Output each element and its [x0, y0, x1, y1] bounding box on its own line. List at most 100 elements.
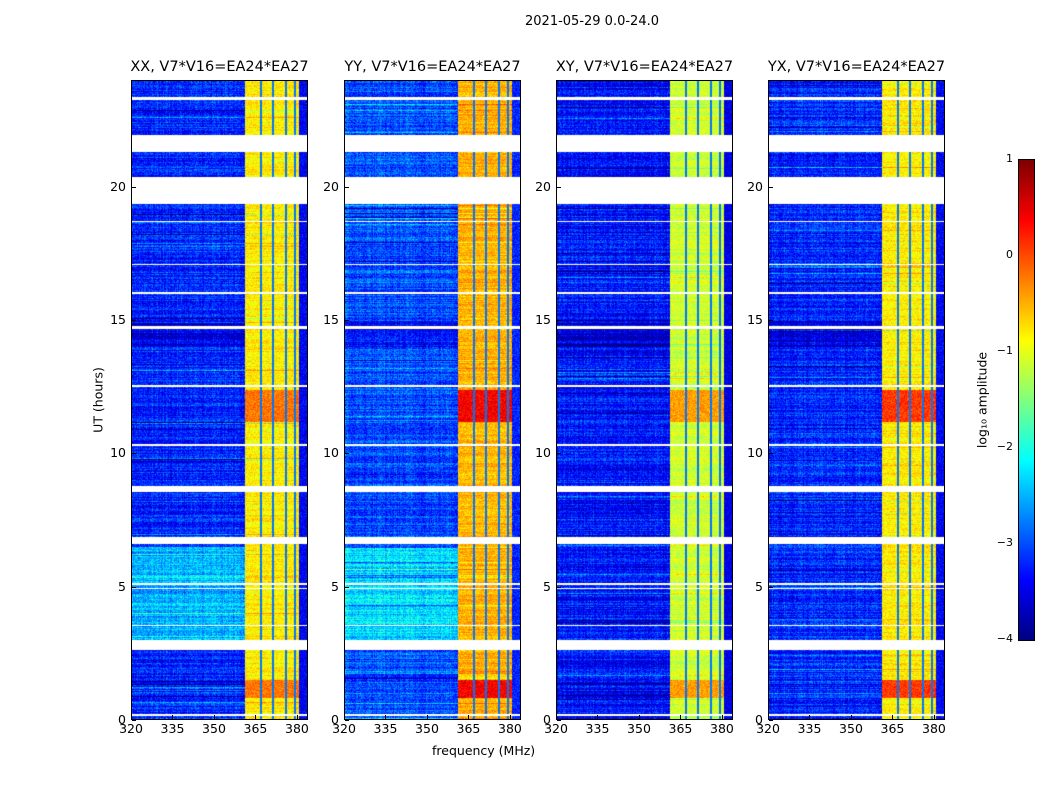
colorbar-tick-label: −4 [996, 632, 1013, 645]
y-tick-mark [345, 186, 349, 188]
heatmap-panel [556, 80, 733, 720]
panel-title: YY, V7*V16=EA24*EA27 [344, 59, 521, 75]
x-tick-mark [768, 715, 769, 719]
y-tick-label: 5 [331, 578, 339, 594]
x-tick-label: 350 [627, 721, 651, 736]
heatmap-image [345, 81, 520, 719]
x-tick-mark [509, 715, 511, 719]
y-tick-label: 10 [747, 445, 763, 461]
heatmap-panel [768, 80, 945, 720]
y-tick-label: 10 [323, 445, 339, 461]
y-tick-mark [345, 720, 349, 721]
y-tick-mark [769, 186, 773, 188]
y-tick-label: 5 [755, 578, 763, 594]
y-tick-mark [557, 320, 561, 321]
x-tick-mark [892, 715, 894, 719]
panel-title: YX, V7*V16=EA24*EA27 [767, 59, 946, 75]
x-tick-label: 365 [243, 721, 268, 736]
x-tick-label: 320 [544, 721, 568, 736]
x-tick-mark [850, 715, 852, 719]
x-tick-mark [172, 715, 174, 719]
y-tick-label: 20 [323, 178, 339, 194]
y-tick-mark [132, 586, 136, 588]
y-tick-mark [557, 586, 561, 588]
y-tick-label: 5 [118, 578, 126, 594]
colorbar-tick-label: 0 [1006, 248, 1013, 261]
y-tick-mark [769, 320, 773, 321]
x-tick-label: 320 [756, 721, 780, 736]
x-tick-mark [131, 715, 132, 719]
y-tick-mark [557, 186, 561, 188]
x-tick-label: 335 [373, 721, 398, 736]
colorbar-tick-label: −1 [996, 344, 1013, 357]
x-tick-label: 380 [285, 721, 309, 736]
y-tick-label: 0 [118, 712, 126, 727]
heatmap-panel [344, 80, 521, 720]
x-tick-label: 380 [498, 721, 522, 736]
y-tick-mark [132, 320, 136, 321]
x-tick-label: 365 [880, 721, 905, 736]
x-tick-mark [638, 715, 640, 719]
y-tick-mark [345, 320, 349, 321]
x-tick-label: 380 [710, 721, 734, 736]
colorbar-tick-label: −3 [996, 536, 1013, 549]
x-tick-label: 320 [119, 721, 143, 736]
y-tick-label: 15 [747, 312, 763, 327]
x-tick-mark [809, 715, 811, 719]
colorbar-tick-label: −2 [996, 440, 1013, 453]
y-tick-mark [769, 453, 773, 455]
x-tick-mark [344, 715, 345, 719]
figure-title: 2021-05-29 0.0-24.0 [525, 14, 659, 29]
x-tick-mark [426, 715, 428, 719]
heatmap-panel [131, 80, 308, 720]
y-tick-label: 15 [110, 312, 126, 327]
x-tick-label: 350 [415, 721, 439, 736]
x-tick-mark [933, 715, 935, 719]
y-tick-mark [557, 453, 561, 455]
panel-title: XY, V7*V16=EA24*EA27 [555, 59, 734, 75]
heatmap-image [769, 81, 944, 719]
x-tick-mark [468, 715, 470, 719]
x-tick-label: 365 [456, 721, 481, 736]
x-tick-mark [721, 715, 723, 719]
x-tick-mark [556, 715, 557, 719]
x-tick-label: 335 [585, 721, 610, 736]
y-tick-label: 15 [535, 312, 551, 327]
y-tick-label: 10 [110, 445, 126, 461]
colorbar [1018, 159, 1035, 641]
y-tick-label: 0 [331, 712, 339, 727]
y-tick-mark [345, 586, 349, 588]
x-tick-mark [680, 715, 682, 719]
x-tick-mark [213, 715, 215, 719]
y-tick-mark [132, 186, 136, 188]
y-tick-label: 20 [535, 178, 551, 194]
x-tick-mark [385, 715, 387, 719]
x-tick-label: 365 [668, 721, 693, 736]
y-tick-mark [769, 586, 773, 588]
y-tick-mark [557, 720, 561, 721]
y-tick-label: 5 [543, 578, 551, 594]
panel-title: XX, V7*V16=EA24*EA27 [130, 59, 309, 75]
x-tick-label: 335 [797, 721, 822, 736]
x-tick-mark [597, 715, 599, 719]
x-tick-label: 350 [839, 721, 863, 736]
y-tick-mark [132, 720, 136, 721]
colorbar-label: log₁₀ amplitude [974, 351, 990, 449]
y-tick-label: 0 [755, 712, 763, 727]
heatmap-image [557, 81, 732, 719]
y-tick-label: 20 [747, 178, 763, 194]
colorbar-gradient [1019, 160, 1034, 640]
colorbar-tick-label: 1 [1006, 152, 1013, 165]
x-axis-label: frequency (MHz) [432, 743, 536, 758]
y-tick-label: 20 [110, 178, 126, 194]
y-axis-label: UT (hours) [90, 367, 106, 433]
x-tick-mark [255, 715, 257, 719]
y-tick-label: 15 [323, 312, 339, 327]
y-tick-mark [769, 720, 773, 721]
y-tick-label: 0 [543, 712, 551, 727]
x-tick-label: 380 [922, 721, 946, 736]
x-tick-label: 350 [202, 721, 226, 736]
x-tick-label: 335 [160, 721, 185, 736]
y-tick-mark [345, 453, 349, 455]
